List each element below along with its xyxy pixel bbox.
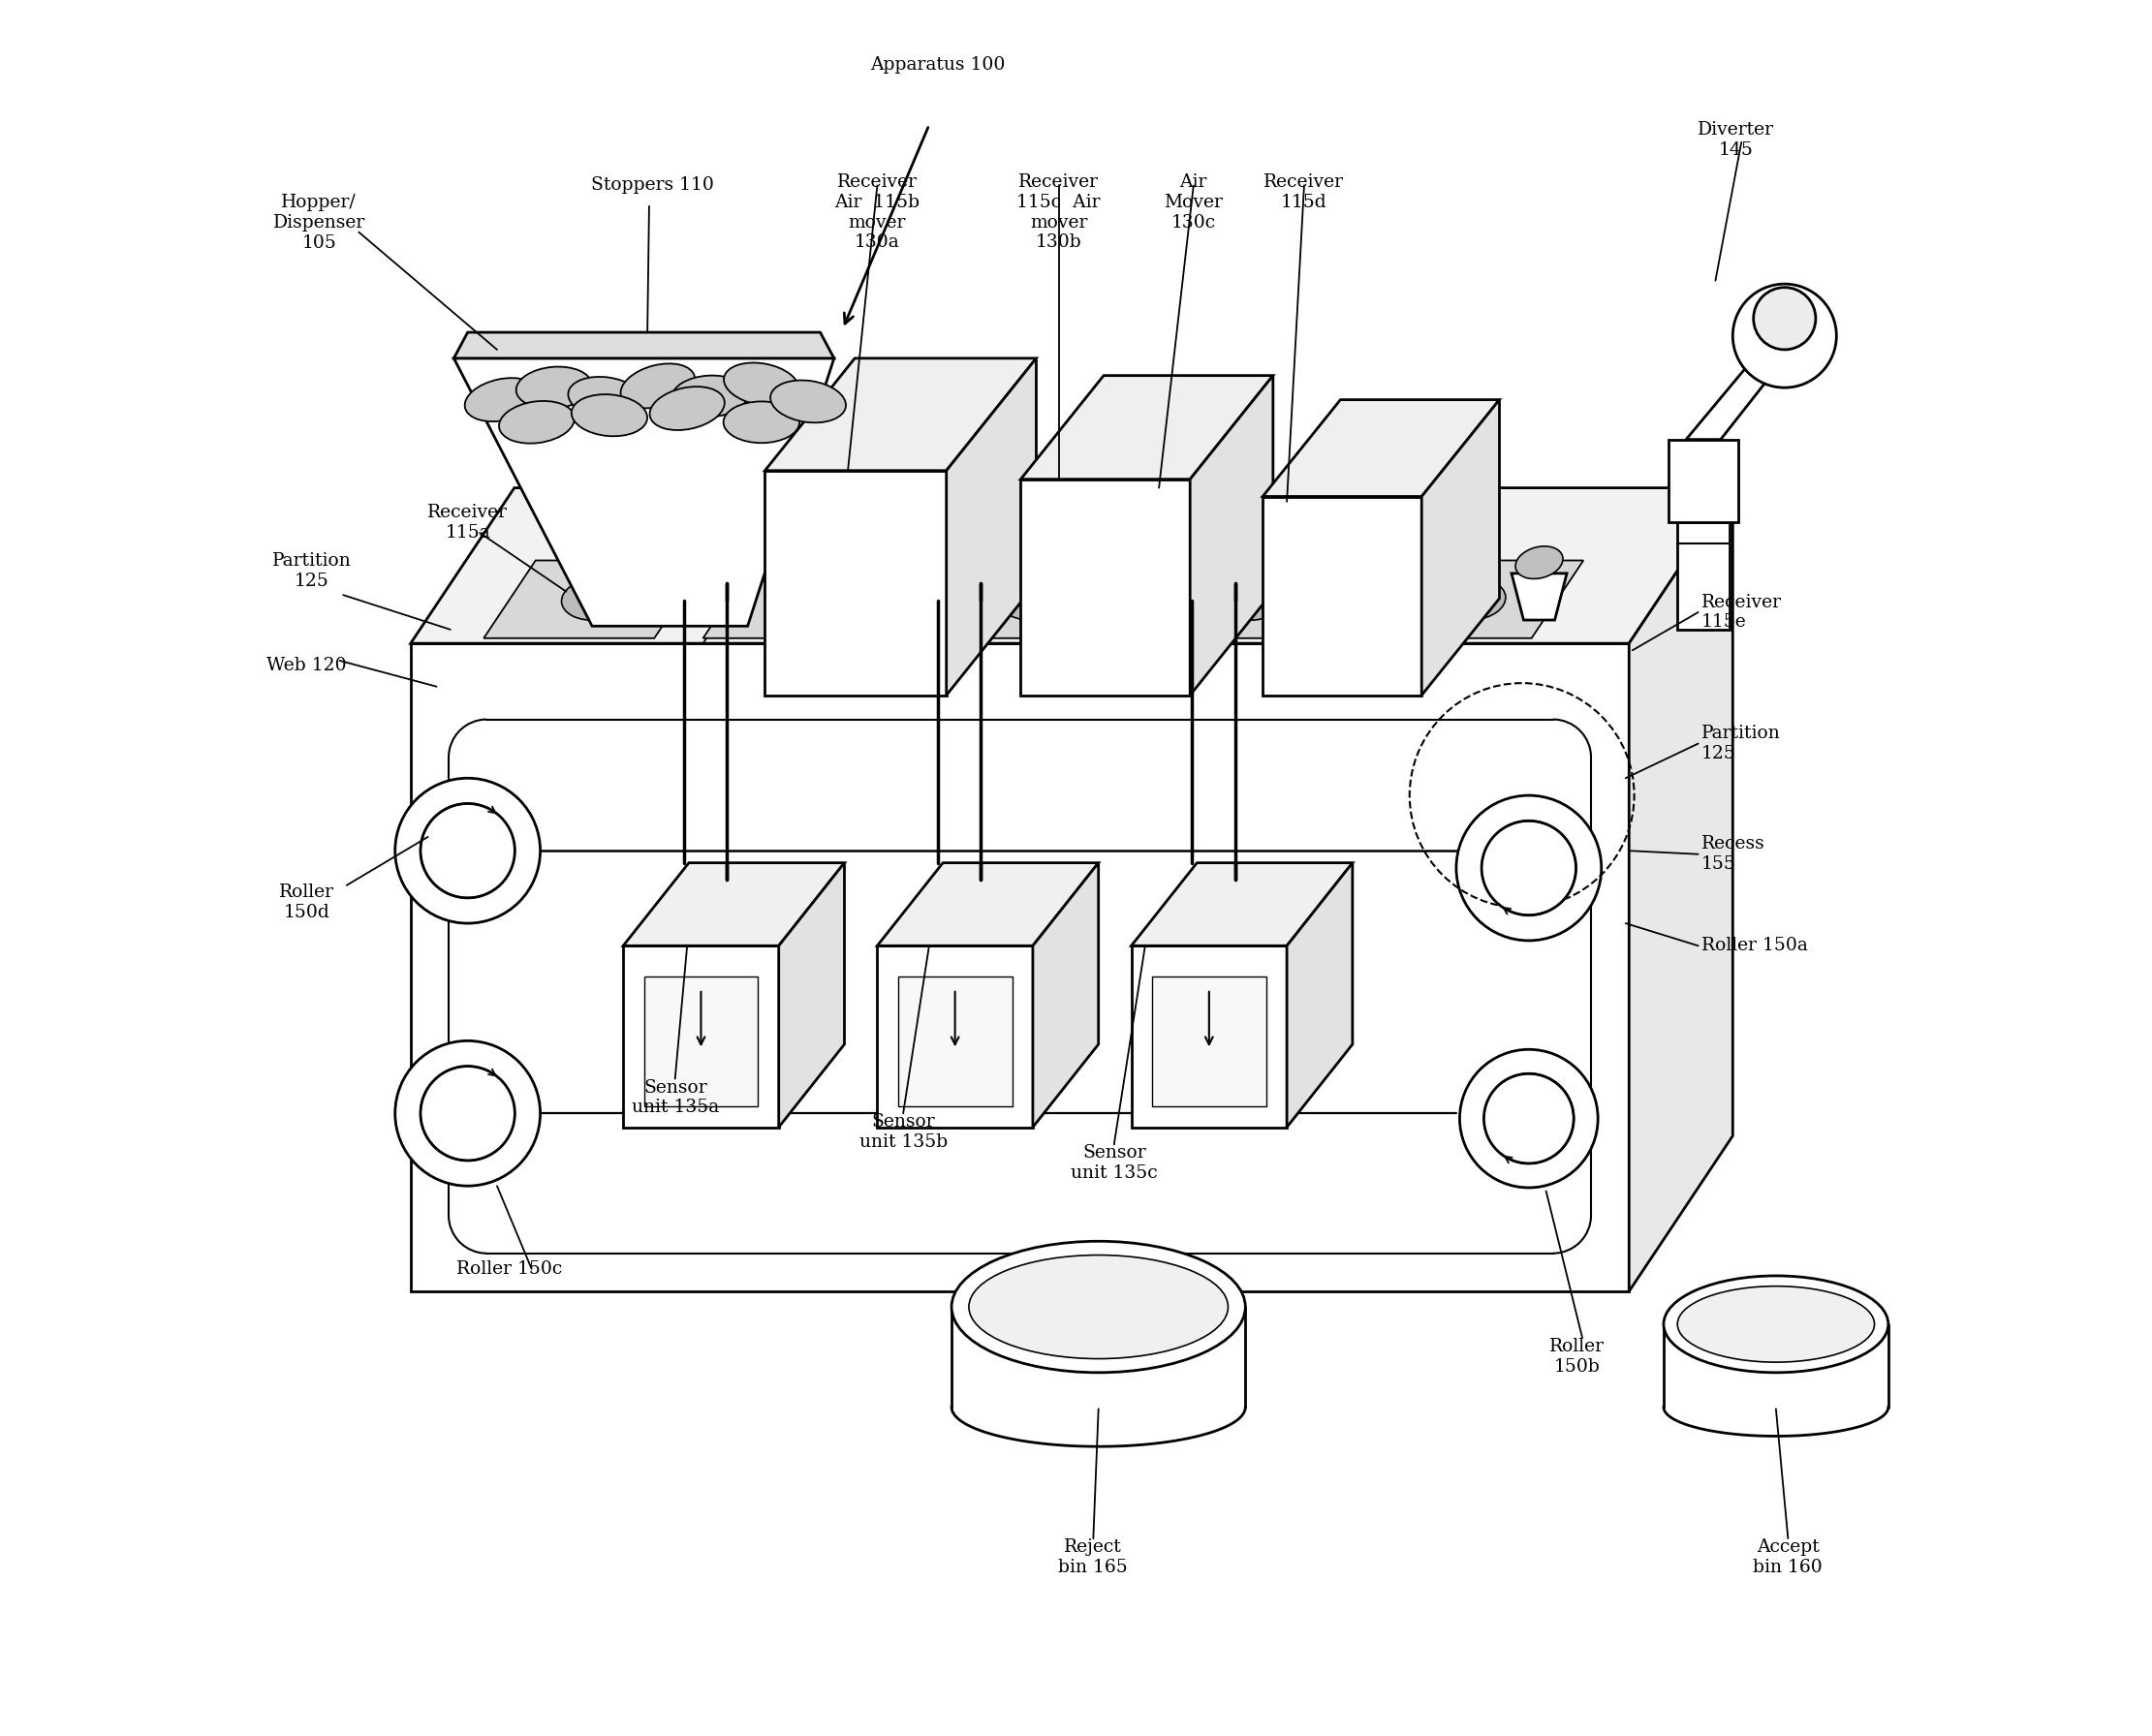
Ellipse shape	[499, 401, 575, 443]
Text: Accept
bin 160: Accept bin 160	[1754, 1538, 1823, 1576]
Polygon shape	[1151, 977, 1265, 1106]
Ellipse shape	[723, 401, 801, 443]
Polygon shape	[1132, 946, 1287, 1127]
Ellipse shape	[650, 387, 725, 431]
Ellipse shape	[781, 578, 848, 620]
Ellipse shape	[1220, 578, 1287, 620]
Polygon shape	[1668, 439, 1739, 523]
Polygon shape	[1263, 399, 1500, 496]
Polygon shape	[1685, 366, 1778, 439]
Polygon shape	[624, 946, 779, 1127]
Polygon shape	[1143, 561, 1364, 639]
Text: Partition
125: Partition 125	[273, 552, 351, 590]
Text: Reject
bin 165: Reject bin 165	[1059, 1538, 1128, 1576]
Text: Sensor
unit 135b: Sensor unit 135b	[859, 1113, 947, 1151]
Ellipse shape	[723, 363, 798, 406]
Text: Hopper/
Dispenser
105: Hopper/ Dispenser 105	[273, 194, 366, 252]
Polygon shape	[704, 561, 925, 639]
Polygon shape	[1360, 561, 1584, 639]
Polygon shape	[764, 358, 1037, 470]
Ellipse shape	[465, 378, 540, 422]
Ellipse shape	[1515, 547, 1562, 578]
Circle shape	[396, 778, 540, 924]
Text: Receiver
115d: Receiver 115d	[1263, 174, 1345, 212]
Text: Roller
150b: Roller 150b	[1549, 1338, 1605, 1375]
Text: Roller
150d: Roller 150d	[280, 884, 334, 922]
Text: Stoppers 110: Stoppers 110	[592, 177, 714, 194]
Ellipse shape	[770, 380, 846, 422]
Ellipse shape	[572, 394, 648, 436]
Ellipse shape	[516, 366, 592, 408]
Polygon shape	[1422, 399, 1500, 694]
Polygon shape	[1020, 375, 1274, 479]
Ellipse shape	[968, 1255, 1229, 1359]
Polygon shape	[411, 488, 1732, 644]
Polygon shape	[1020, 479, 1190, 694]
Ellipse shape	[1676, 1286, 1874, 1363]
Polygon shape	[624, 863, 844, 946]
Text: Sensor
unit 135c: Sensor unit 135c	[1070, 1144, 1158, 1182]
Polygon shape	[897, 977, 1011, 1106]
Ellipse shape	[1001, 578, 1067, 620]
Text: Receiver
115c  Air
mover
130b: Receiver 115c Air mover 130b	[1016, 174, 1100, 252]
Polygon shape	[1511, 573, 1567, 620]
Ellipse shape	[951, 1241, 1246, 1373]
Polygon shape	[779, 863, 844, 1127]
Polygon shape	[643, 977, 758, 1106]
Polygon shape	[1629, 488, 1732, 1292]
Ellipse shape	[1663, 1276, 1887, 1373]
Ellipse shape	[568, 377, 643, 418]
Polygon shape	[1676, 523, 1730, 630]
Polygon shape	[411, 644, 1629, 1292]
Ellipse shape	[620, 363, 695, 408]
Text: Web 120: Web 120	[267, 658, 346, 675]
Polygon shape	[764, 470, 947, 694]
Circle shape	[420, 1066, 514, 1161]
Circle shape	[1459, 1050, 1599, 1187]
Circle shape	[396, 1042, 540, 1186]
Circle shape	[1732, 285, 1836, 387]
Polygon shape	[454, 332, 835, 358]
Polygon shape	[1263, 496, 1422, 694]
Text: Receiver
Air  115b
mover
130a: Receiver Air 115b mover 130a	[835, 174, 919, 252]
Circle shape	[1754, 288, 1816, 349]
Text: Receiver
115a: Receiver 115a	[428, 503, 508, 542]
Polygon shape	[878, 946, 1033, 1127]
Text: Roller 150c: Roller 150c	[456, 1260, 562, 1278]
Text: Diverter
145: Diverter 145	[1698, 122, 1775, 160]
Polygon shape	[1384, 557, 1422, 613]
Text: Sensor
unit 135a: Sensor unit 135a	[631, 1078, 719, 1116]
Circle shape	[420, 804, 514, 898]
Polygon shape	[484, 561, 706, 639]
Polygon shape	[1132, 863, 1351, 946]
Text: Receiver
115e: Receiver 115e	[1702, 594, 1782, 632]
Polygon shape	[947, 358, 1037, 694]
Text: Roller 150a: Roller 150a	[1702, 937, 1808, 955]
Polygon shape	[1033, 863, 1098, 1127]
Polygon shape	[923, 561, 1145, 639]
Text: Recess
155: Recess 155	[1702, 835, 1765, 873]
Circle shape	[1481, 821, 1575, 915]
Circle shape	[1485, 1073, 1573, 1163]
Ellipse shape	[562, 578, 628, 620]
Ellipse shape	[671, 375, 747, 417]
Text: Apparatus 100: Apparatus 100	[869, 56, 1005, 73]
Polygon shape	[1190, 375, 1274, 694]
Polygon shape	[878, 863, 1098, 946]
Text: Partition
125: Partition 125	[1702, 726, 1782, 762]
Circle shape	[1457, 795, 1601, 941]
Polygon shape	[454, 358, 835, 627]
Text: Air
Mover
130c: Air Mover 130c	[1164, 174, 1222, 231]
Ellipse shape	[1440, 578, 1506, 620]
Polygon shape	[1287, 863, 1351, 1127]
